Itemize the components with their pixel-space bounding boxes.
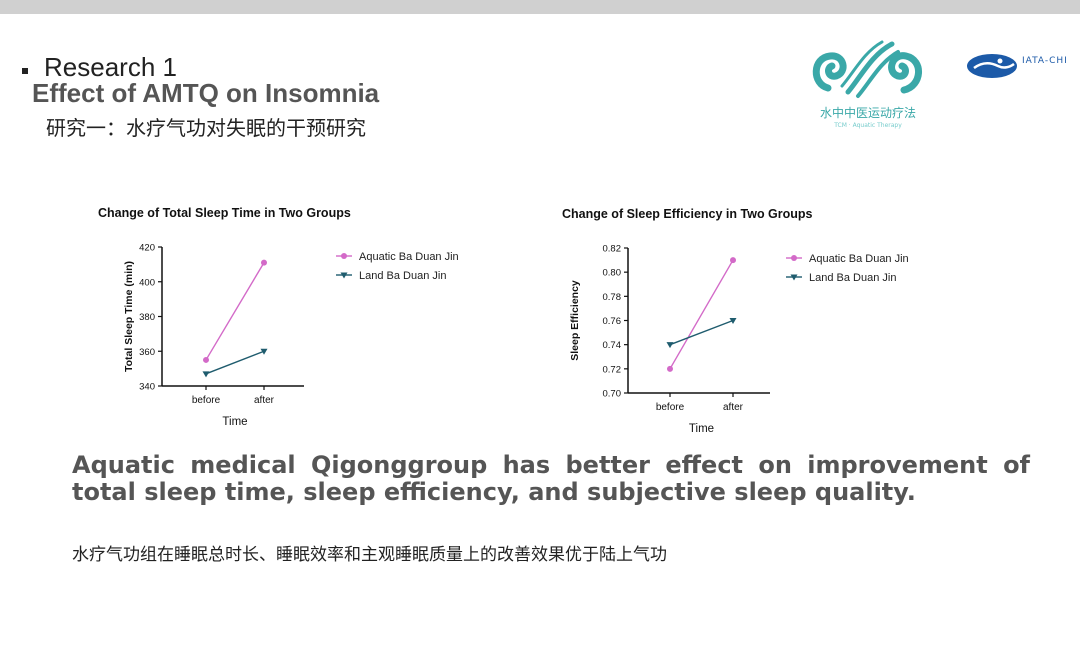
y-tick-label: 360	[139, 347, 155, 358]
legend-label: Aquatic Ba Duan Jin	[809, 253, 909, 265]
data-point	[666, 342, 674, 349]
bullet-icon	[22, 68, 28, 74]
y-tick-label: 340	[139, 382, 155, 393]
data-point	[730, 257, 736, 264]
cloud-wave-icon	[812, 40, 922, 98]
tcm-aquatic-logo: 水中中医运动疗法 TCM · Aquatic Therapy	[808, 38, 928, 138]
swimmer-icon	[967, 54, 1017, 78]
conclusion-cn: 水疗气功组在睡眠总时长、睡眠效率和主观睡眠质量上的改善效果优于陆上气功	[72, 545, 667, 565]
y-tick-label: 0.72	[603, 364, 622, 375]
series-line	[205, 262, 265, 361]
data-point	[729, 318, 737, 324]
y-tick-label: 380	[139, 312, 155, 323]
x-tick-label: before	[192, 395, 221, 406]
chart-sleep-efficiency: Change of Sleep Efficiency in Two Groups…	[560, 202, 980, 446]
logo-text-en: TCM · Aquatic Therapy	[834, 122, 902, 129]
x-axis-label: Time	[689, 423, 714, 435]
data-point	[260, 348, 268, 355]
series-line	[669, 319, 734, 346]
x-tick-label: before	[656, 402, 685, 413]
data-point	[667, 365, 673, 372]
slide-subtitle-cn: 研究一：水疗气功对失眠的干预研究	[46, 116, 366, 140]
x-axis-label: Time	[222, 416, 247, 428]
series-line	[669, 259, 734, 370]
data-point	[202, 371, 210, 378]
x-tick-label: after	[723, 402, 744, 413]
data-point	[261, 259, 267, 266]
y-tick-label: 0.76	[603, 316, 622, 327]
y-tick-label: 0.70	[603, 389, 622, 400]
series-line	[205, 350, 265, 375]
y-tick-label: 0.74	[603, 340, 622, 351]
legend-marker	[791, 255, 797, 261]
slide-subtitle-en: Effect of AMTQ on Insomnia	[32, 78, 380, 108]
y-tick-label: 420	[139, 243, 155, 254]
legend-marker	[341, 253, 347, 259]
y-tick-label: 0.78	[603, 292, 622, 303]
logo2-text: IATA-CHI	[1022, 56, 1068, 66]
legend-marker	[340, 272, 348, 279]
y-tick-label: 0.82	[603, 244, 622, 255]
y-tick-label: 400	[139, 277, 155, 288]
logo-text-cn: 水中中医运动疗法	[819, 106, 916, 120]
chart-svg-sleep-efficiency: Change of Sleep Efficiency in Two Groups…	[562, 207, 909, 435]
y-axis-label: Sleep Efficiency	[569, 280, 581, 361]
chart-total-sleep-time: Change of Total Sleep Time in Two Groups…	[96, 200, 516, 444]
iata-logo: IATA-CHI	[966, 52, 1080, 84]
chart-title: Change of Sleep Efficiency in Two Groups	[562, 207, 813, 221]
data-point	[203, 356, 209, 363]
slide-title: Research 1	[44, 52, 177, 82]
legend-label: Land Ba Duan Jin	[809, 272, 896, 284]
chart-svg-total-sleep-time: Change of Total Sleep Time in Two Groups…	[98, 206, 459, 428]
conclusion-en: Aquatic medical Qigonggroup has better e…	[72, 451, 1030, 506]
y-tick-label: 0.80	[603, 268, 622, 279]
top-bar	[0, 0, 1080, 14]
y-axis-label: Total Sleep Time (min)	[123, 261, 135, 372]
legend-marker	[790, 274, 798, 281]
x-tick-label: after	[254, 395, 275, 406]
legend-label: Land Ba Duan Jin	[359, 270, 446, 282]
chart-title: Change of Total Sleep Time in Two Groups	[98, 206, 351, 220]
legend-label: Aquatic Ba Duan Jin	[359, 251, 459, 263]
